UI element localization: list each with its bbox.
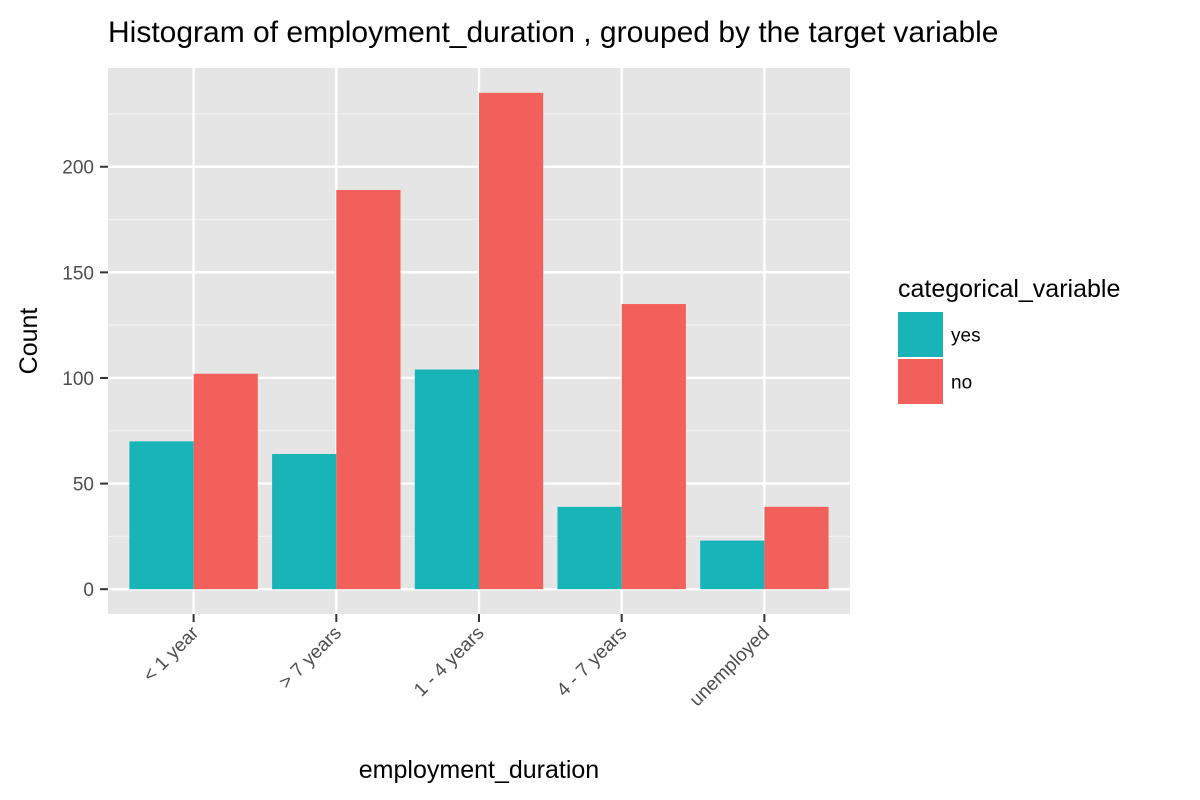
y-tick-label: 150 bbox=[62, 263, 94, 284]
x-tick-label: 4 - 7 years bbox=[553, 623, 631, 701]
y-tick-label: 100 bbox=[62, 369, 94, 390]
legend-label-no: no bbox=[951, 373, 972, 394]
y-tick-label: 50 bbox=[73, 475, 94, 496]
y-axis-title: Count bbox=[15, 308, 43, 375]
bar-yes: 1 - 4 years / yes: 104 bbox=[414, 369, 479, 590]
bar-no: > 7 years / no: 189 bbox=[336, 189, 401, 590]
x-axis-title: employment_duration bbox=[359, 756, 599, 784]
x-tick-label: < 1 year bbox=[139, 622, 203, 686]
bar-yes: > 7 years / yes: 64 bbox=[272, 454, 337, 590]
bar-no: < 1 year / no: 102 bbox=[193, 373, 258, 590]
bar-yes: < 1 year / yes: 70 bbox=[129, 441, 194, 590]
y-tick-label: 0 bbox=[83, 580, 94, 601]
legend-key-no bbox=[898, 359, 943, 404]
x-axis: < 1 year > 7 years 1 - 4 years 4 - 7 years u… bbox=[139, 614, 774, 711]
legend-key-yes bbox=[898, 312, 943, 357]
x-tick-label: > 7 years bbox=[275, 623, 345, 693]
bars: < 1 year / yes: 70< 1 year / no: 102> 7 … bbox=[129, 92, 829, 590]
legend-title: categorical_variable bbox=[898, 275, 1120, 303]
bar-no: 4 - 7 years / no: 135 bbox=[621, 304, 686, 590]
bar-no: unemployed / no: 39 bbox=[764, 506, 829, 590]
bar-no: 1 - 4 years / no: 235 bbox=[479, 92, 544, 590]
bar-yes: 4 - 7 years / yes: 39 bbox=[557, 506, 622, 590]
legend-label-yes: yes bbox=[951, 326, 981, 347]
x-tick-label: 1 - 4 years bbox=[410, 623, 488, 701]
chart-title: Histogram of employment_duration , group… bbox=[108, 16, 999, 49]
bar-yes: unemployed / yes: 23 bbox=[700, 540, 765, 590]
legend: categorical_variable yes no bbox=[898, 275, 1120, 404]
y-tick-label: 200 bbox=[62, 158, 94, 179]
x-tick-label: unemployed bbox=[686, 623, 774, 711]
y-axis: 0 50 100 150 200 bbox=[62, 158, 108, 601]
